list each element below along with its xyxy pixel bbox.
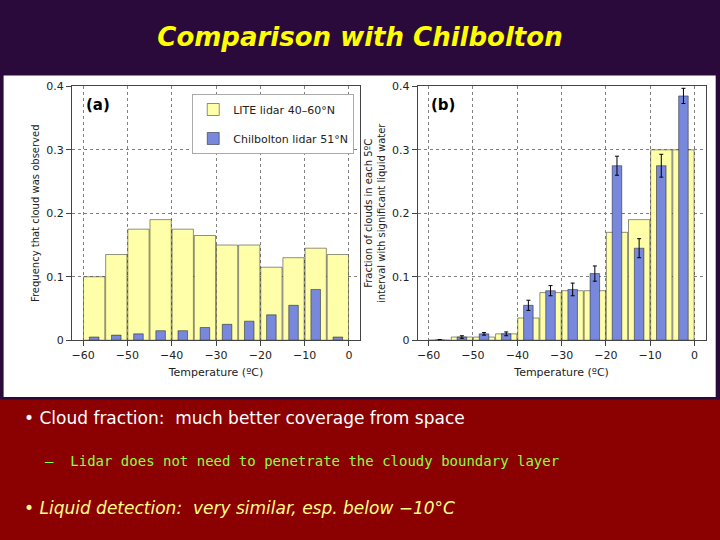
svg-text:• Liquid detection: very simi: • Liquid detection: very similar, esp. b… <box>24 498 455 518</box>
svg-text:−30: −30 <box>550 349 573 362</box>
svg-text:−20: −20 <box>249 349 272 362</box>
svg-text:−60: −60 <box>71 349 94 362</box>
svg-text:−10: −10 <box>293 349 316 362</box>
svg-text:Temperature (ºC): Temperature (ºC) <box>513 366 609 379</box>
svg-text:0.4: 0.4 <box>392 80 410 93</box>
svg-text:Chilbolton lidar 51°N: Chilbolton lidar 51°N <box>233 133 348 146</box>
svg-text:−40: −40 <box>160 349 183 362</box>
svg-text:0: 0 <box>402 334 409 347</box>
svg-text:−60: −60 <box>417 349 440 362</box>
svg-text:−50: −50 <box>116 349 139 362</box>
svg-text:0.3: 0.3 <box>392 144 410 157</box>
svg-text:Frequency that cloud was obser: Frequency that cloud was observed <box>30 124 41 302</box>
svg-text:−20: −20 <box>594 349 617 362</box>
svg-text:• Cloud fraction: much better: • Cloud fraction: much better coverage f… <box>24 408 465 428</box>
svg-text:Comparison with Chilbolton: Comparison with Chilbolton <box>157 22 562 52</box>
svg-text:0: 0 <box>345 349 352 362</box>
svg-text:0.4: 0.4 <box>46 80 64 93</box>
svg-text:0: 0 <box>691 349 698 362</box>
svg-text:−40: −40 <box>506 349 529 362</box>
svg-text:0.2: 0.2 <box>392 207 410 220</box>
svg-text:−30: −30 <box>204 349 227 362</box>
svg-text:0.2: 0.2 <box>46 207 64 220</box>
svg-text:0.3: 0.3 <box>46 144 64 157</box>
svg-text:(a): (a) <box>86 96 110 114</box>
svg-text:Fraction of clouds in each 5ºC: Fraction of clouds in each 5ºCinterval w… <box>363 123 387 303</box>
svg-text:Temperature (ºC): Temperature (ºC) <box>168 366 264 379</box>
svg-text:−10: −10 <box>639 349 662 362</box>
svg-text:(b): (b) <box>431 96 455 114</box>
svg-text:0: 0 <box>57 334 64 347</box>
svg-text:0.1: 0.1 <box>46 271 64 284</box>
svg-text:0.1: 0.1 <box>392 271 410 284</box>
svg-text:LITE lidar 40–60°N: LITE lidar 40–60°N <box>233 104 335 117</box>
svg-text:– Lidar does not need to pene: – Lidar does not need to penetrate the c… <box>45 453 559 469</box>
svg-text:−50: −50 <box>461 349 484 362</box>
